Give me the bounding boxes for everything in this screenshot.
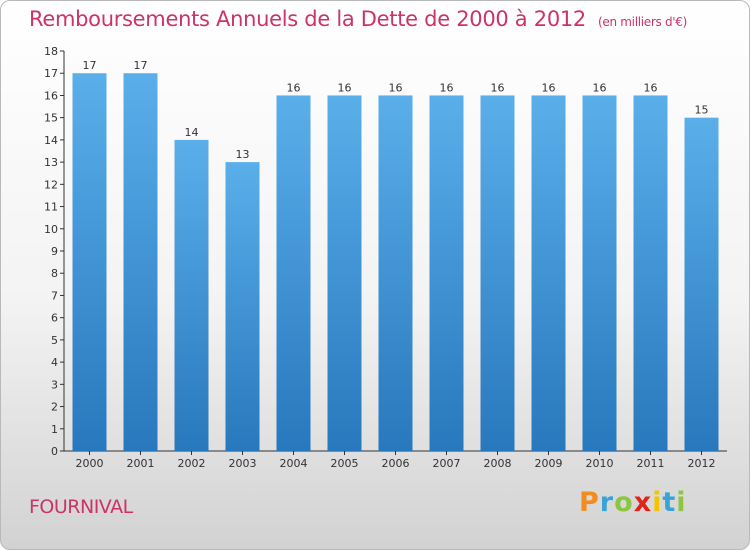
- y-tick-label: 16: [44, 89, 58, 102]
- bar: [582, 95, 617, 451]
- bar: [480, 95, 515, 451]
- y-tick-label: 15: [44, 112, 58, 125]
- brand-letter: r: [599, 487, 615, 518]
- data-label: 17: [134, 59, 148, 72]
- brand-letter: P: [579, 487, 600, 518]
- bar: [72, 73, 107, 451]
- brand-letter: t: [662, 487, 677, 518]
- data-label: 16: [389, 81, 403, 94]
- data-label: 16: [338, 81, 352, 94]
- y-tick-label: 17: [44, 67, 58, 80]
- data-label: 16: [491, 81, 505, 94]
- brand-letter: o: [614, 487, 634, 518]
- bar: [633, 95, 668, 451]
- y-tick-label: 8: [51, 267, 58, 280]
- data-label: 16: [644, 81, 658, 94]
- bar: [429, 95, 464, 451]
- town-name: FOURNIVAL: [29, 496, 133, 518]
- y-tick-label: 6: [51, 312, 58, 325]
- x-tick-label: 2002: [178, 457, 206, 470]
- bar: [378, 95, 413, 451]
- x-tick-label: 2000: [76, 457, 104, 470]
- brand-letter: i: [676, 487, 687, 518]
- x-tick-label: 2009: [535, 457, 563, 470]
- x-tick-label: 2001: [127, 457, 155, 470]
- y-tick-label: 12: [44, 178, 58, 191]
- bar: [531, 95, 566, 451]
- data-label: 16: [593, 81, 607, 94]
- data-label: 16: [287, 81, 301, 94]
- x-tick-label: 2005: [331, 457, 359, 470]
- data-label: 16: [542, 81, 556, 94]
- x-tick-label: 2012: [688, 457, 716, 470]
- y-tick-label: 7: [51, 289, 58, 302]
- bar: [174, 139, 209, 451]
- data-label: 16: [440, 81, 454, 94]
- x-tick-label: 2008: [484, 457, 512, 470]
- y-tick-label: 10: [44, 223, 58, 236]
- y-tick-label: 9: [51, 245, 58, 258]
- x-tick-label: 2011: [637, 457, 665, 470]
- bar: [123, 73, 158, 451]
- bar: [327, 95, 362, 451]
- bar-chart: 0123456789101112131415161718172000172001…: [44, 45, 727, 470]
- y-tick-label: 13: [44, 156, 58, 169]
- brand-letter: i: [652, 487, 663, 518]
- y-tick-label: 11: [44, 201, 58, 214]
- y-tick-label: 0: [51, 445, 58, 458]
- data-label: 14: [185, 126, 199, 139]
- bar: [225, 162, 260, 451]
- bar: [684, 117, 719, 452]
- chart-title-text: Remboursements Annuels de la Dette de 20…: [29, 7, 586, 31]
- y-tick-label: 14: [44, 134, 58, 147]
- data-label: 13: [236, 148, 250, 161]
- y-tick-label: 1: [51, 423, 58, 436]
- x-tick-label: 2004: [280, 457, 308, 470]
- data-label: 15: [695, 104, 709, 117]
- y-tick-label: 3: [51, 378, 58, 391]
- y-tick-label: 2: [51, 401, 58, 414]
- data-label: 17: [83, 59, 97, 72]
- x-tick-label: 2007: [433, 457, 461, 470]
- brand-letter: x: [633, 487, 653, 518]
- proxiti-logo: Proxiti: [579, 487, 687, 518]
- x-tick-label: 2006: [382, 457, 410, 470]
- x-tick-label: 2010: [586, 457, 614, 470]
- chart-title: Remboursements Annuels de la Dette de 20…: [29, 7, 687, 31]
- x-tick-label: 2003: [229, 457, 257, 470]
- y-tick-label: 5: [51, 334, 58, 347]
- y-tick-label: 18: [44, 45, 58, 58]
- y-tick-label: 4: [51, 356, 58, 369]
- chart-title-unit: (en milliers d'€): [598, 15, 688, 29]
- bar: [276, 95, 311, 451]
